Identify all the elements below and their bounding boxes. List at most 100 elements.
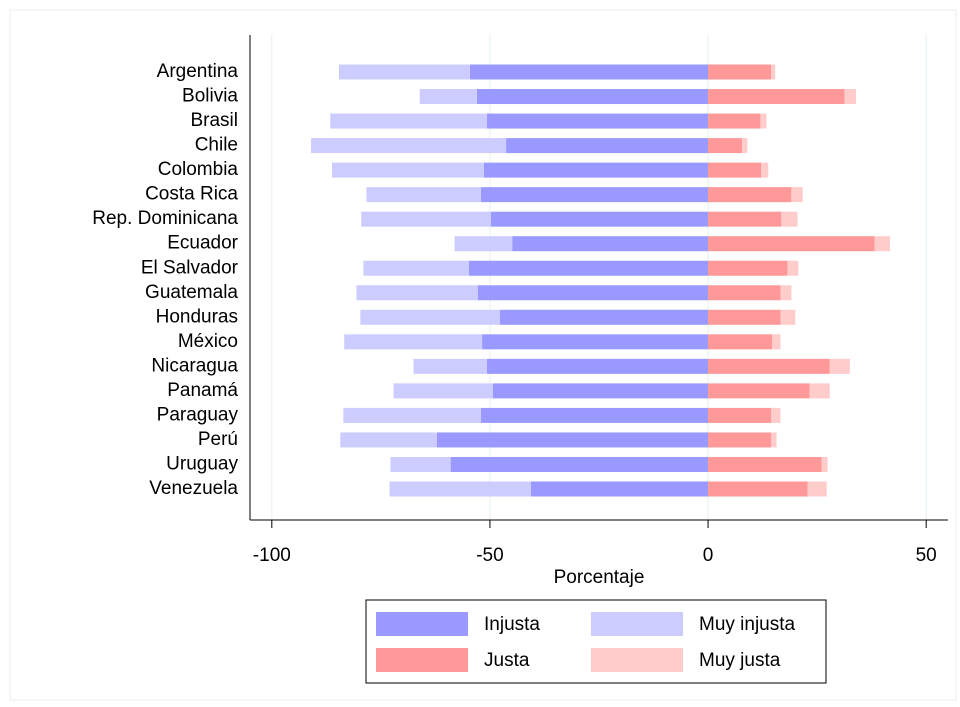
y-tick-label: Bolivia: [182, 86, 238, 107]
y-tick-label: Nicaragua: [151, 355, 238, 376]
bar: [492, 383, 709, 399]
bar: [708, 309, 781, 325]
bar: [708, 64, 772, 80]
bar: [389, 481, 531, 497]
bar: [499, 309, 709, 325]
bar: [490, 211, 709, 227]
legend-label: Justa: [484, 650, 530, 671]
y-tick-label: Rep. Dominicana: [92, 208, 238, 229]
bar: [708, 162, 762, 178]
bar: [530, 481, 709, 497]
bar: [343, 407, 481, 423]
y-tick-label: Argentina: [157, 61, 239, 82]
bar: [874, 236, 890, 252]
bar: [512, 236, 709, 252]
y-tick-label: Paraguay: [157, 404, 239, 425]
bar: [708, 113, 761, 129]
bar: [781, 211, 798, 227]
bar: [708, 456, 822, 472]
bar: [469, 64, 709, 80]
bar: [338, 64, 470, 80]
y-tick-label: Venezuela: [149, 478, 238, 499]
bar: [480, 407, 709, 423]
bar: [708, 334, 773, 350]
bar: [708, 260, 788, 276]
bar: [506, 138, 709, 154]
bar: [760, 113, 767, 129]
bar: [771, 407, 781, 423]
bar: [708, 187, 792, 203]
bar: [477, 285, 709, 301]
bar: [708, 407, 772, 423]
y-tick-label: Costa Rica: [145, 184, 238, 205]
legend-label: Muy justa: [699, 650, 781, 671]
y-tick-label: México: [178, 331, 238, 352]
bar: [311, 138, 507, 154]
x-tick-label: -50: [476, 545, 503, 566]
bar: [361, 211, 491, 227]
y-tick-label: Perú: [198, 429, 238, 450]
bar: [340, 432, 437, 448]
y-tick-label: El Salvador: [141, 257, 239, 278]
bar: [390, 456, 451, 472]
y-tick-label: Brasil: [190, 110, 238, 131]
bar: [483, 162, 709, 178]
x-axis-label: Porcentaje: [554, 567, 645, 588]
bar: [708, 481, 808, 497]
bar: [780, 309, 796, 325]
bar: [436, 432, 709, 448]
bar: [809, 383, 830, 399]
bar: [476, 89, 709, 105]
x-tick-label: -100: [253, 545, 291, 566]
y-tick-label: Chile: [195, 135, 238, 156]
bar: [486, 113, 709, 129]
bar: [742, 138, 748, 154]
y-tick-label: Panamá: [167, 380, 238, 401]
bar: [772, 334, 781, 350]
bar: [413, 358, 487, 374]
y-tick-label: Honduras: [156, 306, 238, 327]
bar: [844, 89, 856, 105]
bar: [821, 456, 828, 472]
bar: [708, 383, 810, 399]
bar: [791, 187, 803, 203]
y-tick-label: Colombia: [158, 159, 239, 180]
bar: [708, 89, 845, 105]
bar: [708, 211, 782, 227]
legend-swatch: [591, 612, 683, 636]
bar: [708, 432, 772, 448]
bar: [480, 187, 709, 203]
x-tick-label: 0: [703, 545, 714, 566]
bar: [344, 334, 483, 350]
bar: [393, 383, 493, 399]
bar: [330, 113, 487, 129]
bar: [419, 89, 477, 105]
bar: [486, 358, 709, 374]
bar: [332, 162, 484, 178]
bar: [363, 260, 469, 276]
x-tick-label: 50: [916, 545, 937, 566]
legend-swatch: [376, 648, 468, 672]
bar: [366, 187, 481, 203]
bar: [771, 64, 776, 80]
bar: [771, 432, 777, 448]
bar: [360, 309, 500, 325]
legend-swatch: [591, 648, 683, 672]
bar: [761, 162, 769, 178]
legend-label: Injusta: [484, 614, 540, 635]
bar: [780, 285, 792, 301]
y-tick-label: Guatemala: [145, 282, 238, 303]
bar: [454, 236, 513, 252]
bar: [708, 358, 830, 374]
bar: [708, 138, 743, 154]
y-tick-label: Uruguay: [166, 453, 238, 474]
bar: [450, 456, 709, 472]
legend-label: Muy injusta: [699, 614, 796, 635]
bar: [356, 285, 478, 301]
bar: [807, 481, 827, 497]
bar: [468, 260, 709, 276]
bar: [708, 285, 781, 301]
bar: [829, 358, 850, 374]
legend-swatch: [376, 612, 468, 636]
